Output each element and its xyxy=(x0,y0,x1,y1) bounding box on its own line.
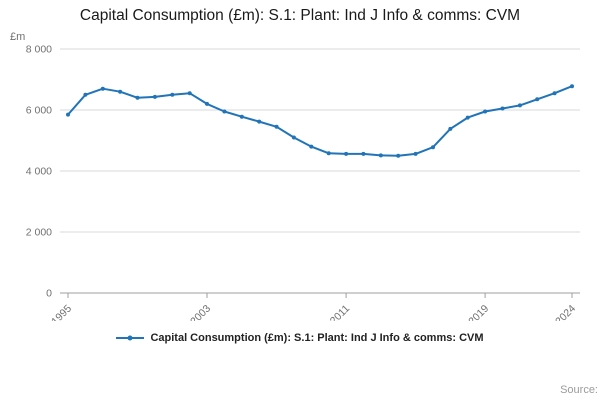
svg-text:6 000: 6 000 xyxy=(26,104,52,116)
chart-container: £m 0 2 000 4 000 6 000 8 000 1995 2003 2011 2019 2… xyxy=(0,29,600,328)
chart-title: Capital Consumption (£m): S.1: Plant: In… xyxy=(79,7,521,24)
legend-item[interactable]: Capital Consumption (£m): S.1: Plant: In… xyxy=(116,331,484,344)
svg-text:£m: £m xyxy=(10,31,25,43)
svg-text:2 000: 2 000 xyxy=(26,226,52,238)
legend-line-marker-icon xyxy=(116,335,145,341)
svg-text:2011: 2011 xyxy=(328,302,353,320)
line-chart: £m 0 2 000 4 000 6 000 8 000 1995 2003 2011 2019 2… xyxy=(10,31,580,328)
legend: Capital Consumption (£m): S.1: Plant: In… xyxy=(0,328,600,348)
svg-text:2003: 2003 xyxy=(188,302,213,320)
svg-text:8 000: 8 000 xyxy=(26,43,52,55)
source-note: Source: xyxy=(560,384,598,396)
svg-text:0: 0 xyxy=(46,287,52,299)
legend-label: Capital Consumption (£m): S.1: Plant: In… xyxy=(150,331,484,344)
svg-text:2019: 2019 xyxy=(466,302,491,320)
svg-text:4 000: 4 000 xyxy=(26,165,52,177)
svg-text:2024: 2024 xyxy=(553,302,578,320)
svg-text:1995: 1995 xyxy=(49,302,74,320)
